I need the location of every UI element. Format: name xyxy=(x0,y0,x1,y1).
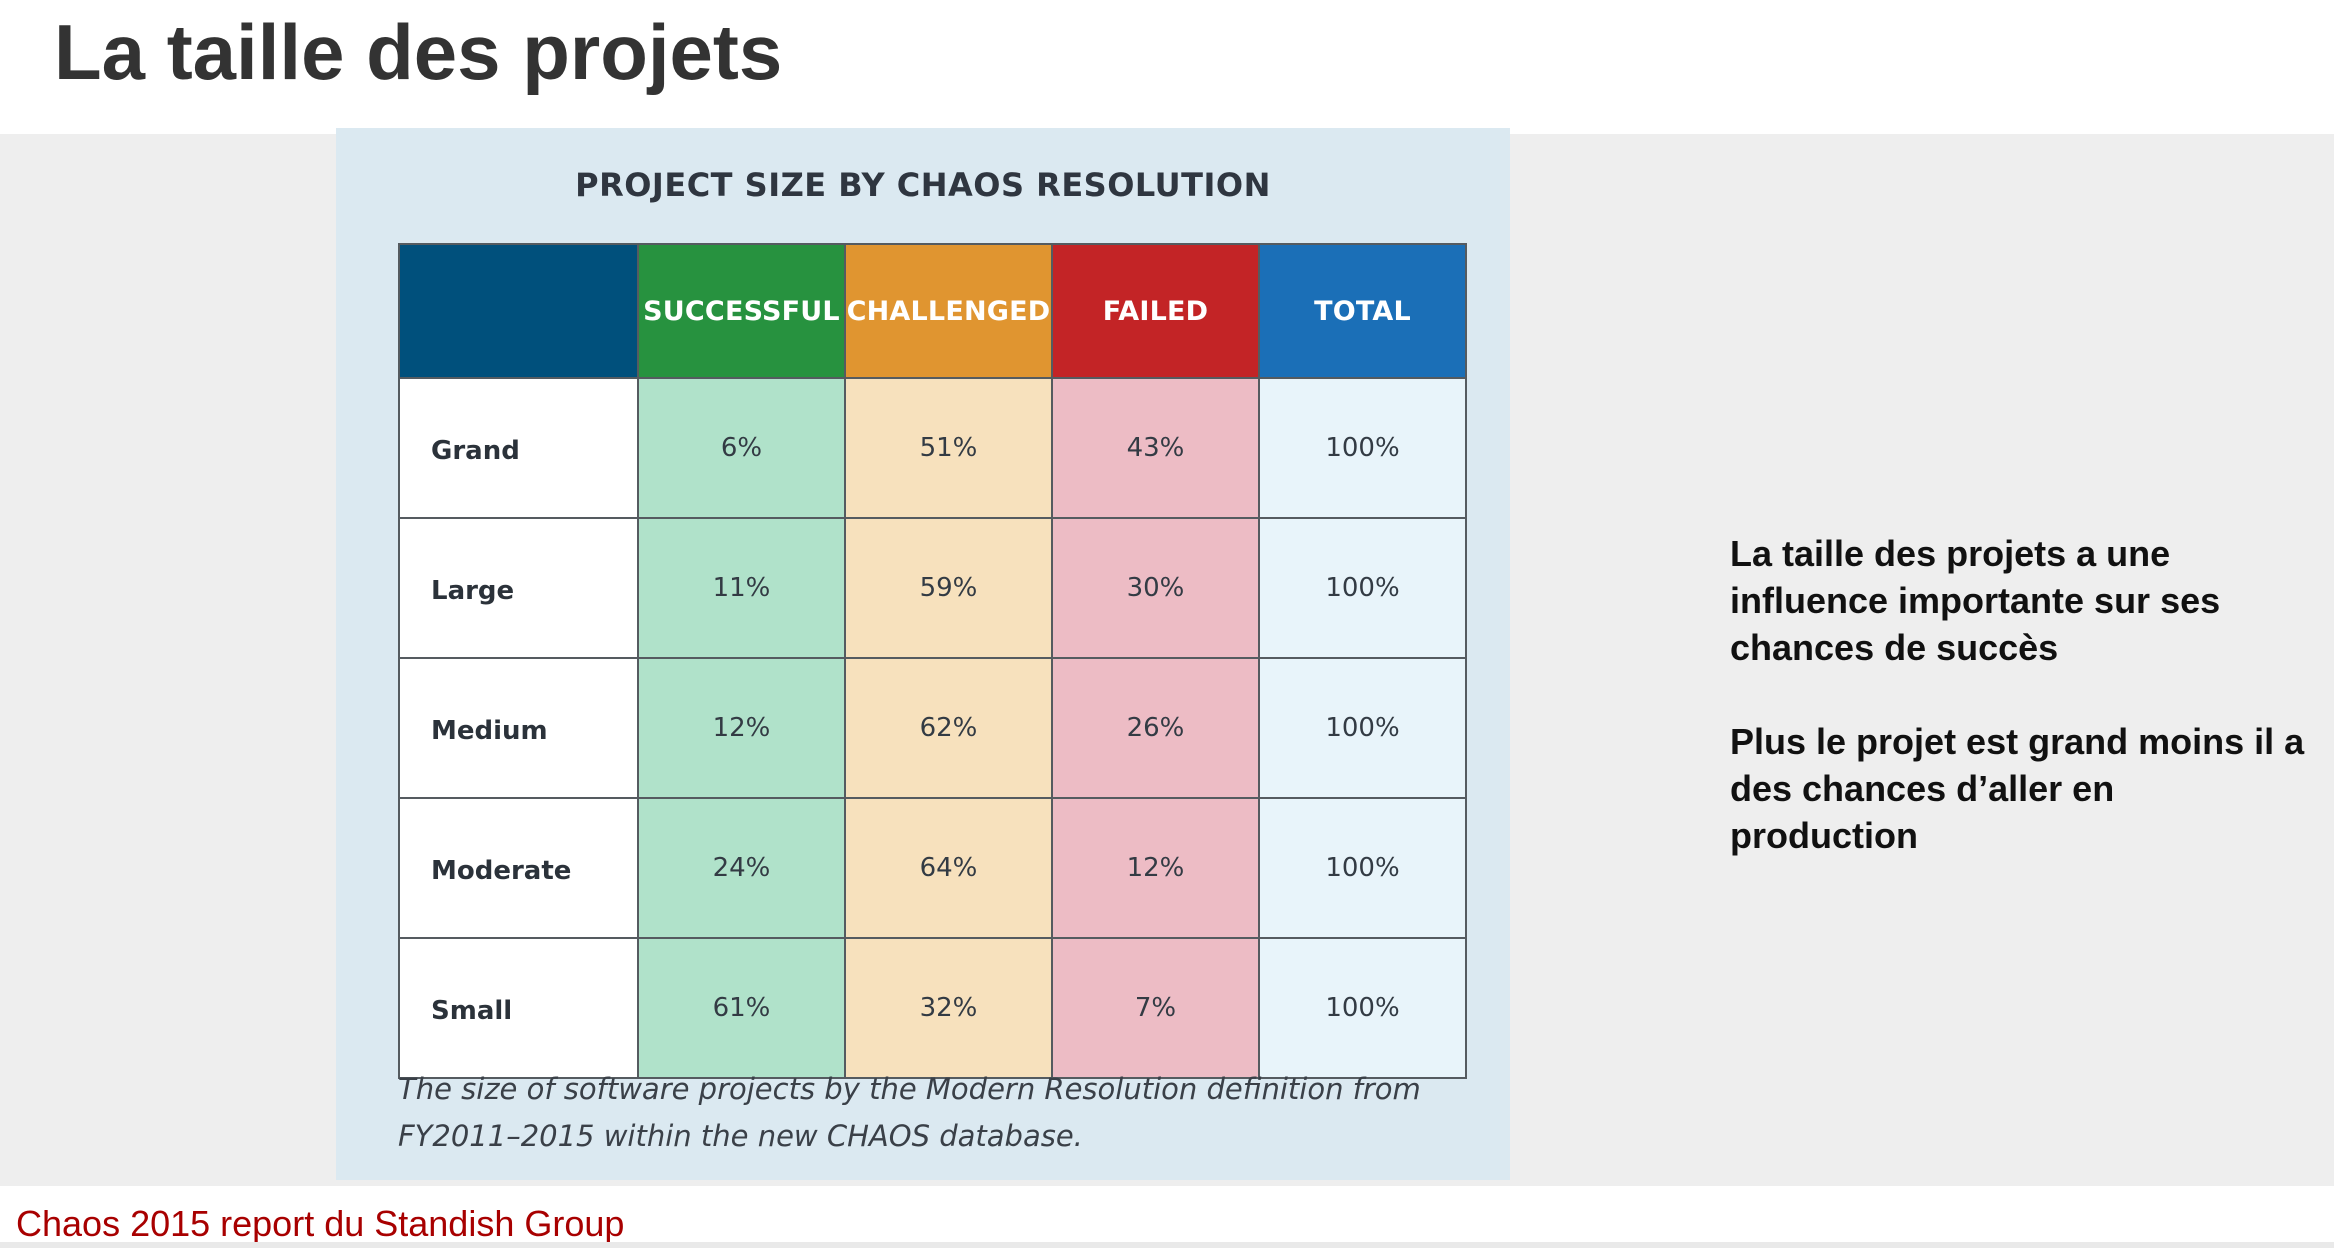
cell-total: 100% xyxy=(1258,797,1467,939)
figure-panel: PROJECT SIZE BY CHAOS RESOLUTION SUCCESS… xyxy=(336,128,1510,1180)
header-failed: FAILED xyxy=(1051,243,1260,379)
cell-total: 100% xyxy=(1258,377,1467,519)
project-size-table: SUCCESSFUL CHALLENGED FAILED TOTAL Grand… xyxy=(398,243,1467,1079)
side-note-paragraph: La taille des projets a une influence im… xyxy=(1730,533,2221,668)
row-label: Small xyxy=(398,937,639,1079)
cell-successful: 24% xyxy=(637,797,846,939)
row-label: Grand xyxy=(398,377,639,519)
table-row: Small 61% 32% 7% 100% xyxy=(398,937,1467,1079)
header-total: TOTAL xyxy=(1258,243,1467,379)
header-corner xyxy=(398,243,639,379)
cell-failed: 30% xyxy=(1051,517,1260,659)
cell-successful: 61% xyxy=(637,937,846,1079)
figure-title: PROJECT SIZE BY CHAOS RESOLUTION xyxy=(575,166,1271,204)
cell-total: 100% xyxy=(1258,657,1467,799)
figure-caption: The size of software projects by the Mod… xyxy=(398,1072,1421,1153)
source-footer: Chaos 2015 report du Standish Group xyxy=(16,1203,625,1244)
header-challenged: CHALLENGED xyxy=(844,243,1053,379)
cell-challenged: 32% xyxy=(844,937,1053,1079)
slide-title: La taille des projets xyxy=(54,8,783,96)
table-row: Large 11% 59% 30% 100% xyxy=(398,517,1467,659)
cell-failed: 12% xyxy=(1051,797,1260,939)
table-row: Medium 12% 62% 26% 100% xyxy=(398,657,1467,799)
side-note: La taille des projets a une influence im… xyxy=(1730,530,2310,906)
cell-total: 100% xyxy=(1258,517,1467,659)
cell-total: 100% xyxy=(1258,937,1467,1079)
side-note-paragraph: Plus le projet est grand moins il a des … xyxy=(1730,721,2305,856)
cell-successful: 11% xyxy=(637,517,846,659)
cell-successful: 12% xyxy=(637,657,846,799)
cell-successful: 6% xyxy=(637,377,846,519)
cell-failed: 43% xyxy=(1051,377,1260,519)
footer-divider xyxy=(0,1242,2334,1248)
cell-challenged: 51% xyxy=(844,377,1053,519)
row-label: Moderate xyxy=(398,797,639,939)
header-successful: SUCCESSFUL xyxy=(637,243,846,379)
table-row: Grand 6% 51% 43% 100% xyxy=(398,377,1467,519)
cell-challenged: 64% xyxy=(844,797,1053,939)
table-header-row: SUCCESSFUL CHALLENGED FAILED TOTAL xyxy=(398,243,1467,379)
cell-challenged: 62% xyxy=(844,657,1053,799)
cell-failed: 7% xyxy=(1051,937,1260,1079)
cell-failed: 26% xyxy=(1051,657,1260,799)
row-label: Medium xyxy=(398,657,639,799)
cell-challenged: 59% xyxy=(844,517,1053,659)
row-label: Large xyxy=(398,517,639,659)
table-row: Moderate 24% 64% 12% 100% xyxy=(398,797,1467,939)
